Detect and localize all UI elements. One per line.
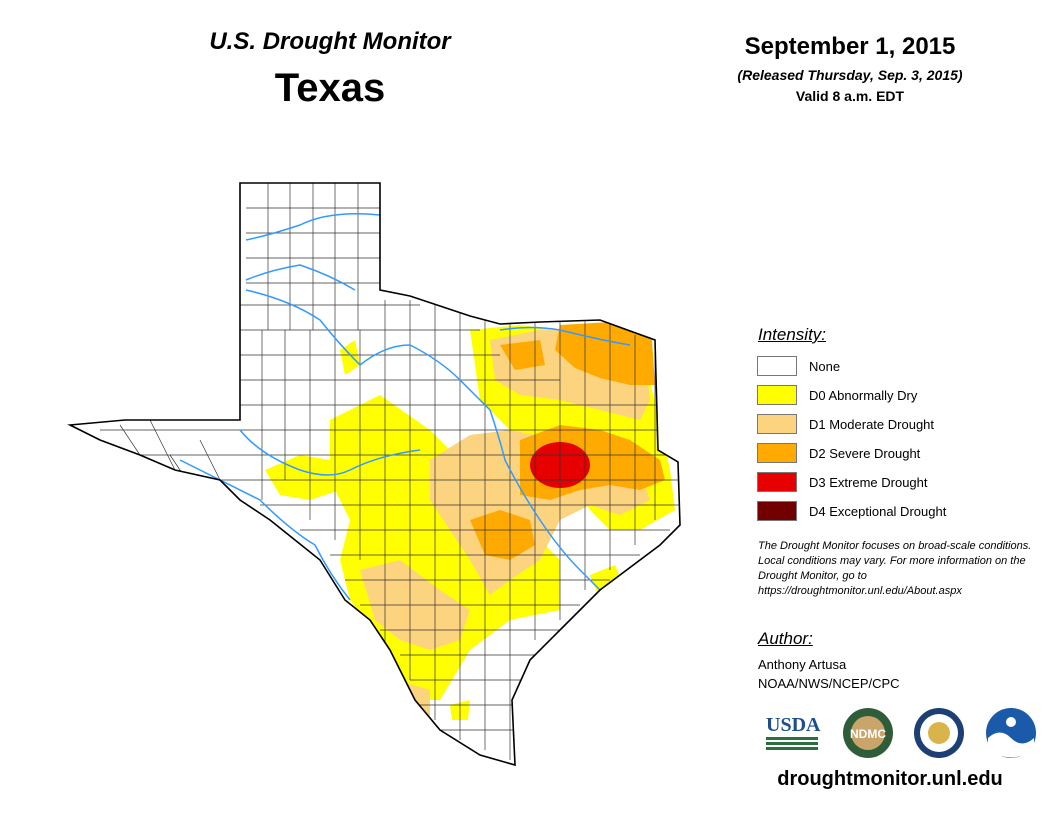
usda-logo: USDA xyxy=(766,714,821,750)
legend-label: D1 Moderate Drought xyxy=(809,416,935,432)
legend-swatch xyxy=(757,414,797,434)
svg-text:NDMC: NDMC xyxy=(850,727,886,741)
legend-label: D3 Extreme Drought xyxy=(809,474,928,490)
author-organization: NOAA/NWS/NCEP/CPC xyxy=(758,676,900,691)
drought-monitor-note: The Drought Monitor focuses on broad-sca… xyxy=(758,540,1032,597)
commerce-seal-logo xyxy=(914,708,964,758)
legend-label: None xyxy=(809,358,841,374)
rivers xyxy=(179,213,631,601)
county-boundaries xyxy=(100,183,680,760)
legend-item-d2-severe-drought: D2 Severe Drought xyxy=(757,442,920,464)
state-name: Texas xyxy=(274,66,386,110)
author-heading: Author: xyxy=(758,629,813,648)
svg-text:USDA: USDA xyxy=(766,714,821,736)
ndmc-logo: NDMC xyxy=(843,708,893,758)
legend-item-d1-moderate-drought: D1 Moderate Drought xyxy=(757,413,934,435)
legend-title: Intensity: xyxy=(758,325,827,344)
map-date: September 1, 2015 xyxy=(744,33,956,60)
legend-item-none: None xyxy=(757,355,840,377)
map-title: U.S. Drought Monitor xyxy=(209,28,451,55)
legend-label: D4 Exceptional Drought xyxy=(809,503,947,519)
legend-label: D2 Severe Drought xyxy=(809,445,921,461)
legend-label: D0 Abnormally Dry xyxy=(809,387,918,403)
texas-state-outline xyxy=(67,182,681,767)
release-date: (Released Thursday, Sep. 3, 2015) xyxy=(737,67,963,83)
valid-time: Valid 8 a.m. EDT xyxy=(795,88,905,104)
legend-item-d3-extreme-drought: D3 Extreme Drought xyxy=(757,471,928,493)
agency-logos: USDA NDMC xyxy=(766,708,1036,758)
legend-swatch xyxy=(757,443,797,463)
website-url[interactable]: droughtmonitor.unl.edu xyxy=(777,768,1003,790)
legend-swatch xyxy=(757,356,797,376)
legend-swatch xyxy=(757,472,797,492)
author-name: Anthony Artusa xyxy=(758,657,847,672)
legend-item-d0-abnormally-dry: D0 Abnormally Dry xyxy=(757,384,917,406)
noaa-logo xyxy=(986,708,1036,758)
legend-item-d4-exceptional-drought: D4 Exceptional Drought xyxy=(757,500,946,522)
legend-swatch xyxy=(757,501,797,521)
texas-drought-map xyxy=(67,182,681,767)
legend-swatch xyxy=(757,385,797,405)
